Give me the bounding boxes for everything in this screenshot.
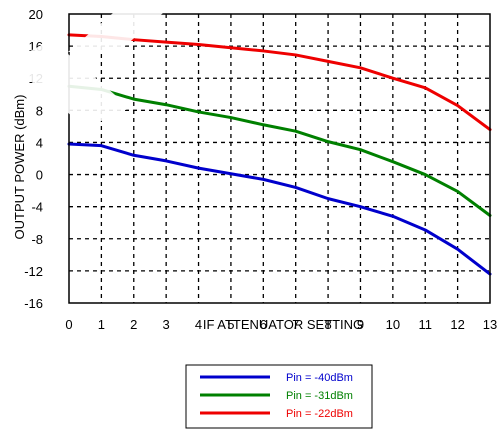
x-tick-label: 1: [98, 317, 105, 332]
y-tick-label: 0: [36, 168, 43, 183]
grid: [69, 14, 490, 303]
plot-frame: [68, 13, 491, 304]
legend-label-0: Pin = -40dBm: [286, 372, 353, 384]
series-line-0: [67, 142, 492, 276]
x-tick-label: 10: [386, 317, 400, 332]
x-tick-labels: 0 1 2 3 4 5 6 7 8 9 10 11 12 13: [65, 317, 497, 332]
legend-label-1: Pin = -31dBm: [286, 390, 353, 402]
x-tick-label: 11: [418, 317, 432, 332]
legend: Pin = -40dBm Pin = -31dBm Pin = -22dBm: [185, 364, 373, 429]
x-tick-label: 5: [227, 317, 234, 332]
x-tick-label: 3: [163, 317, 170, 332]
y-tick-label: 20: [29, 7, 43, 22]
x-tick-label: 2: [130, 317, 137, 332]
y-tick-label: -16: [24, 296, 43, 311]
x-tick-label: 13: [483, 317, 497, 332]
x-tick-label: 4: [195, 317, 202, 332]
series-line-1: [67, 84, 492, 217]
y-tick-label: 8: [36, 103, 43, 118]
watermark: [8, 0, 178, 128]
y-axis-title: OUTPUT POWER (dBm): [12, 95, 27, 240]
y-tick-label: 4: [36, 135, 43, 150]
y-tick-label: -8: [31, 232, 43, 247]
series-line-2: [67, 33, 492, 132]
x-tick-label: 12: [450, 317, 464, 332]
x-axis-title: IF ATTENUATOR SETTING: [203, 317, 363, 332]
y-tick-label: -12: [24, 264, 43, 279]
y-tick-label: -4: [31, 200, 43, 215]
series-lines: [67, 33, 492, 276]
x-tick-label: 9: [357, 317, 364, 332]
x-tick-label: 6: [260, 317, 267, 332]
x-tick-label: 0: [65, 317, 72, 332]
x-tick-label: 8: [324, 317, 331, 332]
legend-label-2: Pin = -22dBm: [286, 408, 353, 420]
x-tick-label: 7: [292, 317, 299, 332]
